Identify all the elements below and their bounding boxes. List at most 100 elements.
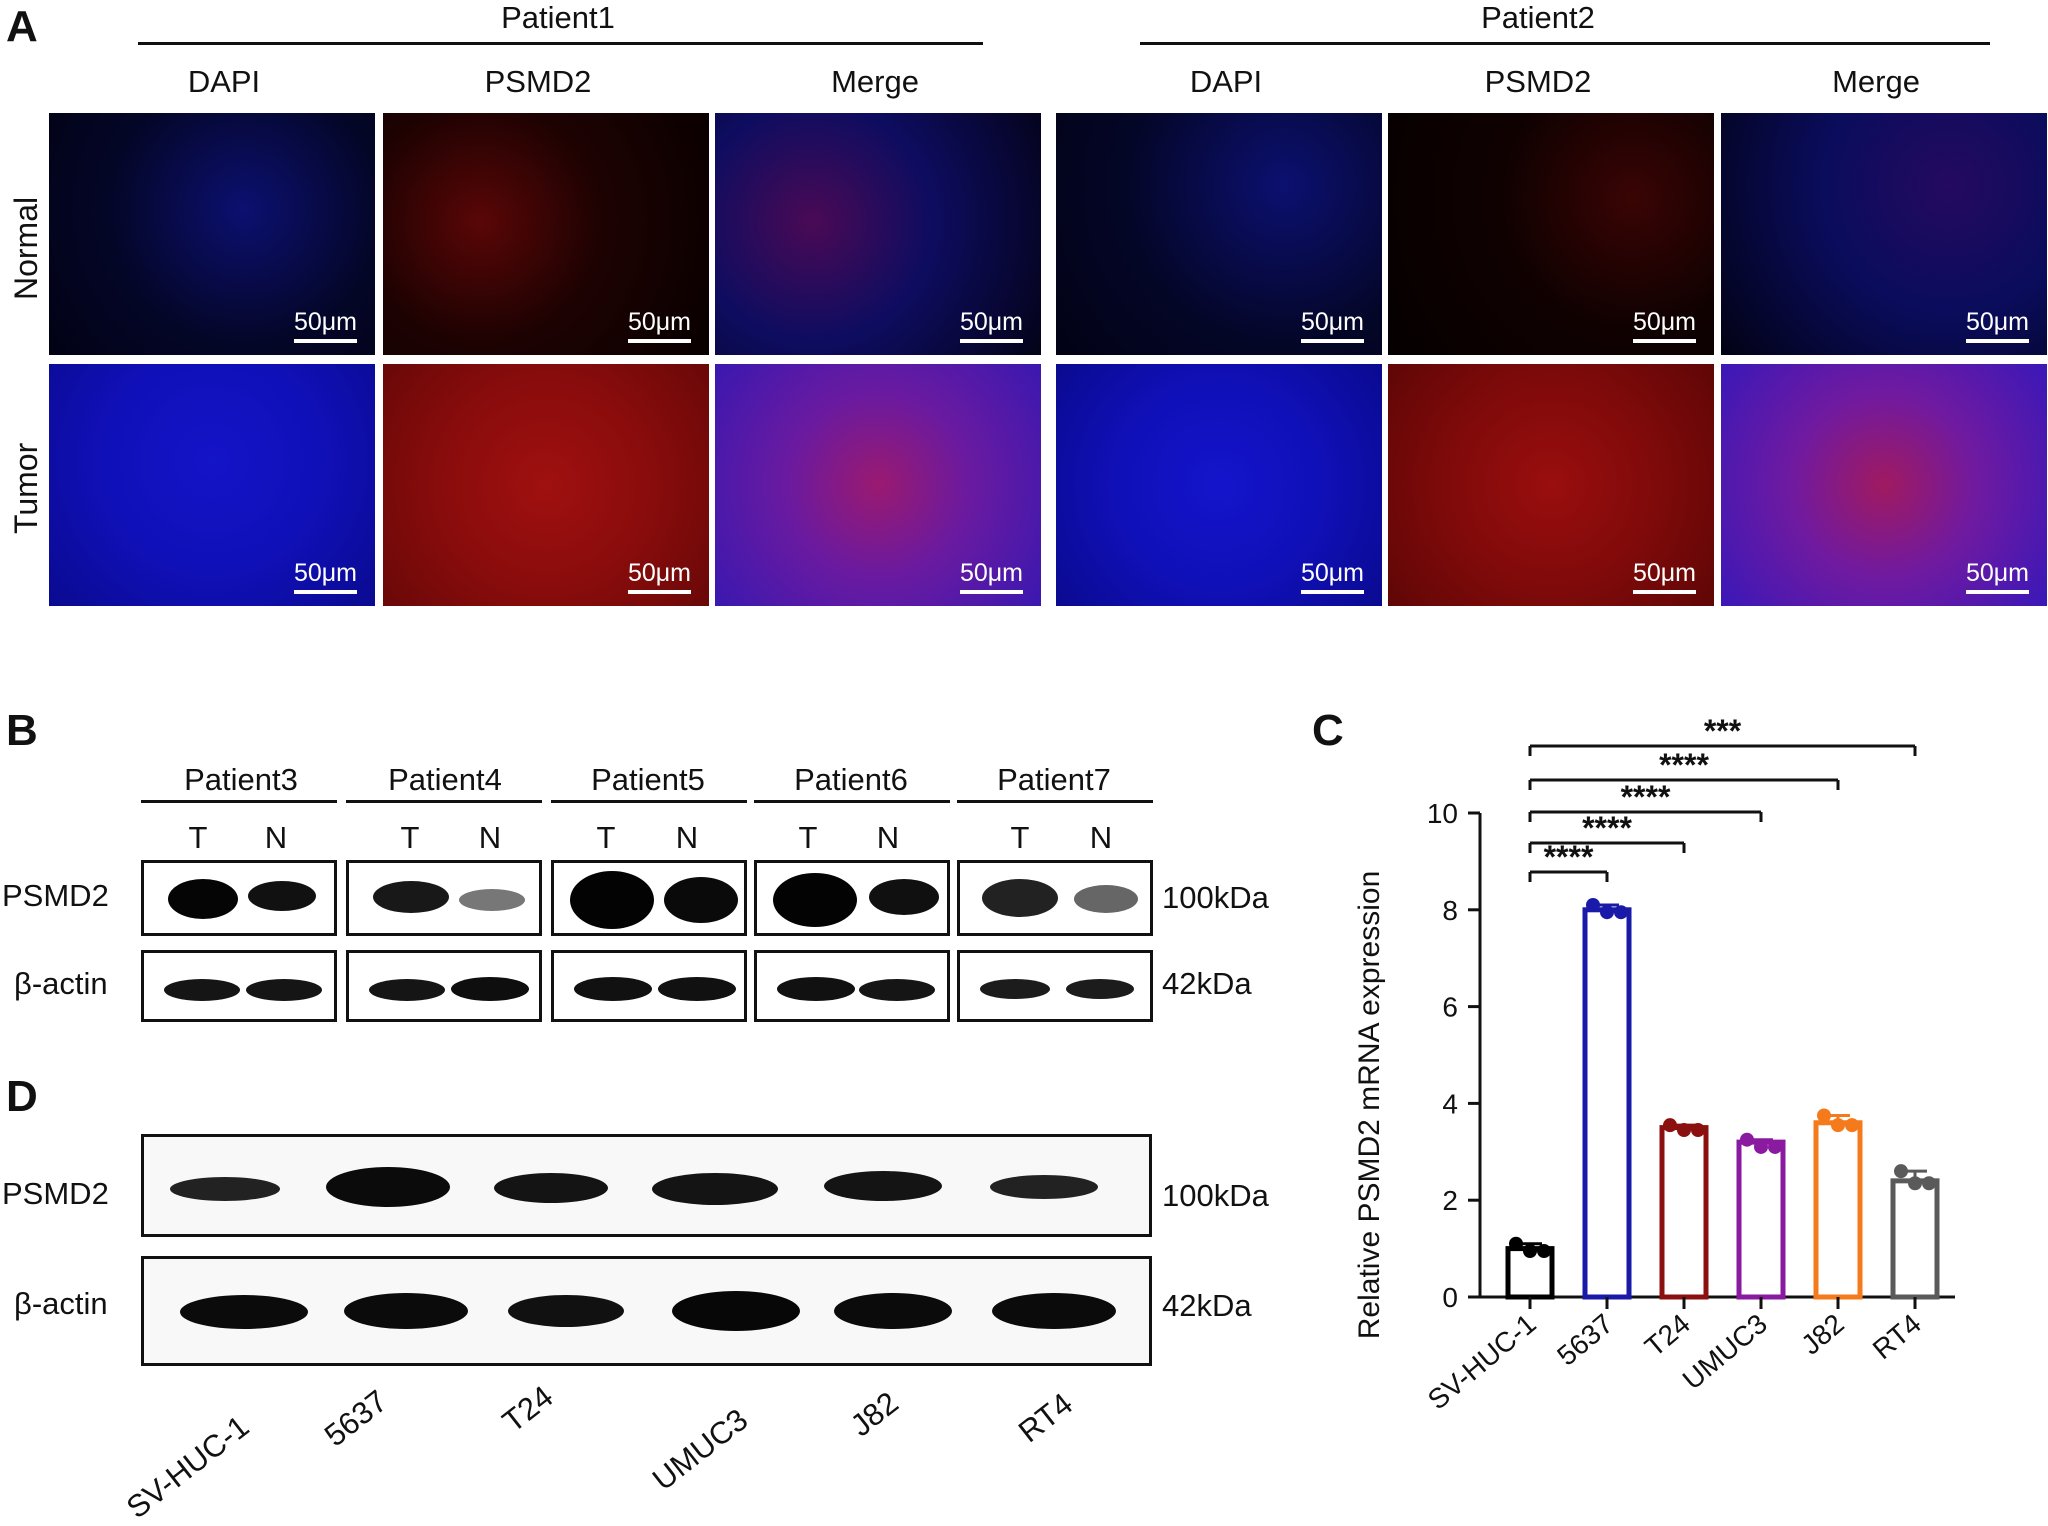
scale-bar: 50μm — [1632, 559, 1696, 594]
blot-band — [652, 1173, 778, 1205]
micrograph-tumor-p2-psmd2: 50μm — [1388, 364, 1714, 606]
scale-bar: 50μm — [293, 559, 357, 594]
data-point — [1614, 905, 1628, 920]
data-point — [1740, 1132, 1754, 1147]
data-point — [1509, 1236, 1523, 1251]
blot-band — [869, 879, 939, 915]
scale-bar: 50μm — [959, 559, 1023, 594]
patient-line — [141, 800, 337, 803]
blot-band — [180, 1295, 308, 1329]
y-tick-label: 8 — [1442, 895, 1458, 926]
lane-label-5637: 5637 — [317, 1383, 394, 1454]
blot-band — [373, 881, 449, 913]
blot-band — [344, 1293, 468, 1329]
patient-label: Patient7 — [997, 762, 1111, 797]
data-point — [1894, 1164, 1908, 1179]
blot-band — [859, 979, 935, 1001]
data-point — [1754, 1139, 1768, 1154]
col-header-merge-2: Merge — [1832, 64, 1920, 99]
blot-band — [164, 979, 240, 1001]
patient-label: Patient5 — [591, 762, 705, 797]
blot-band — [459, 889, 525, 911]
blot-band — [1074, 885, 1138, 913]
micrograph-tumor-p1-dapi: 50μm — [49, 364, 375, 606]
data-point — [1663, 1118, 1677, 1133]
data-point — [1586, 897, 1600, 912]
panel-a-letter: A — [6, 2, 38, 51]
y-axis-label: Relative PSMD2 mRNA expression — [1353, 871, 1386, 1340]
micrograph-tumor-p2-dapi: 50μm — [1056, 364, 1382, 606]
blot-band — [451, 977, 529, 1001]
blot-d-row-label-psmd2: PSMD2 — [2, 1176, 109, 1211]
patient-line — [957, 800, 1153, 803]
panel-b-letter: B — [6, 706, 38, 755]
bar — [1813, 1120, 1863, 1300]
sig-label: **** — [1544, 839, 1594, 875]
col-header-dapi-2: DAPI — [1189, 64, 1263, 99]
panel-c-letter: C — [1312, 706, 1344, 755]
blot-band — [168, 879, 238, 919]
micrograph-normal-p2-merge: 50μm — [1721, 113, 2047, 355]
micrograph-normal-p1-dapi: 50μm — [49, 113, 375, 355]
lane-n: N — [478, 820, 502, 855]
blot-box — [957, 950, 1153, 1022]
blot-band — [773, 873, 857, 927]
x-tick-label: 5637 — [1551, 1308, 1619, 1372]
scale-bar: 50μm — [1300, 559, 1364, 594]
bar — [1659, 1125, 1709, 1300]
row-label-tumor: Tumor — [8, 442, 44, 534]
bar — [1736, 1139, 1786, 1300]
scale-bar: 50μm — [1965, 559, 2029, 594]
patient-label: Patient6 — [794, 762, 908, 797]
y-tick-label: 0 — [1442, 1282, 1458, 1313]
micrograph-normal-p1-psmd2: 50μm — [383, 113, 709, 355]
lane-label-sv-huc-1: SV-HUC-1 — [119, 1408, 256, 1526]
blot-size-100kda: 100kDa — [1162, 880, 1269, 915]
row-label-normal: Normal — [8, 196, 44, 300]
scale-bar: 50μm — [959, 308, 1023, 343]
patient2-label: Patient2 — [1481, 0, 1595, 35]
micrograph-tumor-p1-merge: 50μm — [715, 364, 1041, 606]
blot-box — [346, 950, 542, 1022]
blot-band — [369, 979, 445, 1001]
micrograph-normal-p2-dapi: 50μm — [1056, 113, 1382, 355]
blot-row-label-actin: β-actin — [14, 966, 108, 1001]
blot-band — [672, 1291, 800, 1331]
patient-line — [551, 800, 747, 803]
scale-bar: 50μm — [293, 308, 357, 343]
bar — [1890, 1178, 1940, 1300]
blot-box — [957, 860, 1153, 936]
col-header-psmd2-2: PSMD2 — [1484, 64, 1592, 99]
blot-band — [777, 977, 855, 1001]
micrograph-tumor-p1-psmd2: 50μm — [383, 364, 709, 606]
blot-band — [248, 881, 316, 911]
blot-box — [141, 950, 337, 1022]
lane-n: N — [264, 820, 288, 855]
micrograph-tumor-p2-merge: 50μm — [1721, 364, 2047, 606]
micrograph-normal-p2-psmd2: 50μm — [1388, 113, 1714, 355]
y-tick-label: 4 — [1442, 1088, 1458, 1119]
blot-box — [141, 1134, 1152, 1237]
x-tick-label: J82 — [1795, 1308, 1850, 1361]
col-header-dapi-1: DAPI — [187, 64, 261, 99]
blot-band — [1066, 979, 1134, 999]
x-tick-label: RT4 — [1867, 1308, 1927, 1365]
blot-band — [170, 1177, 280, 1201]
lane-t: T — [400, 820, 420, 855]
col-header-merge-1: Merge — [831, 64, 919, 99]
blot-band — [570, 871, 654, 929]
blot-band — [990, 1175, 1098, 1199]
blot-band — [508, 1295, 624, 1327]
blot-band — [992, 1293, 1116, 1329]
lane-t: T — [1010, 820, 1030, 855]
sig-label: **** — [1582, 810, 1632, 846]
lane-n: N — [876, 820, 900, 855]
blot-band — [494, 1173, 608, 1203]
lane-n: N — [675, 820, 699, 855]
lane-n: N — [1089, 820, 1113, 855]
sig-label: *** — [1704, 713, 1742, 749]
data-point — [1768, 1139, 1782, 1154]
col-header-psmd2-1: PSMD2 — [484, 64, 592, 99]
blot-box — [754, 950, 950, 1022]
panel-d-letter: D — [6, 1072, 38, 1121]
